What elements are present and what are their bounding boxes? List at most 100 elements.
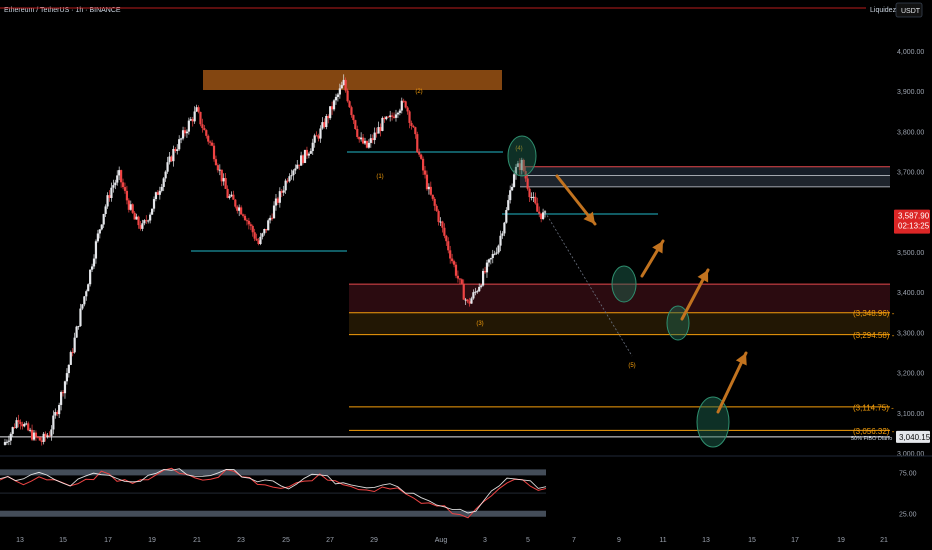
candle-body [77,326,80,328]
candle-body [156,192,159,195]
price-axis[interactable]: 4,000.003,900.003,800.003,700.003,600.00… [894,49,931,458]
level-badge [896,430,930,443]
candle-body [439,221,442,223]
zones-layer [203,70,890,335]
demand-zone-red [349,284,890,313]
candle-body [106,195,109,207]
time-tick-label: 17 [791,537,799,544]
candle-body [63,381,67,394]
candle-body [32,432,36,440]
wave-label: (3) [476,321,483,327]
candle-body [290,175,293,177]
candle-body [478,286,481,292]
currency-badge[interactable] [895,2,923,18]
candle-body [81,304,84,309]
supply-zone-inner [520,175,890,187]
candle-body [323,122,326,128]
candle-body [13,427,16,429]
candle-body [408,111,411,123]
candle-body [96,233,99,242]
candle-body [58,404,61,415]
time-axis[interactable]: 13 15 17 19 21 23 25 27 29 Aug 3 5 7 9 11 13 15 17 19 21 [16,537,888,544]
candle-body [52,415,55,430]
candle-body [38,437,41,441]
time-tick-label: 15 [748,537,756,544]
time-tick-label: 25 [282,537,290,544]
candle-body [331,106,334,110]
candle-body [532,196,535,198]
time-tick-label: 15 [59,537,67,544]
candle-body [371,138,374,141]
price-tick-label: 3,400.00 [897,290,924,297]
candle-body [209,141,212,143]
candle-body [530,196,533,198]
candle-body [474,291,477,293]
time-tick-label: 29 [370,537,378,544]
candle-body [464,299,467,301]
time-tick-label: 21 [880,537,888,544]
price-tick-label: 3,200.00 [897,371,924,378]
oscillator-tick-label: 25.00 [899,512,917,519]
candle-body [243,215,247,221]
candle-body [183,130,187,134]
candle-body [278,191,281,203]
candle-body [491,253,494,259]
price-tick-label: 3,300.00 [897,330,924,337]
candle-body [269,217,272,221]
candle-body [137,216,140,226]
candle-body [176,149,179,152]
candle-body [92,258,96,267]
candle-body [462,283,465,300]
candle-body [468,301,471,304]
candle-body [458,278,461,280]
candle-body [327,115,330,119]
fibo-label: 50% FIBO Diario [851,436,892,442]
candle-body [385,116,388,120]
candle-body [505,210,508,223]
candle-body [435,205,438,212]
time-tick-label: 13 [16,537,24,544]
candle-body [172,148,175,162]
candle-body [398,110,401,113]
candle-body [54,412,57,416]
price-tick-label: 4,000.00 [897,49,924,56]
candle-body [456,275,460,279]
candle-body [489,258,492,260]
candle-body [272,205,276,219]
candle-body [178,139,181,150]
candle-body [305,149,309,156]
candle-body [118,170,121,176]
candle-body [451,258,454,262]
candle-body [180,138,183,140]
candle-body [149,214,152,221]
candle-body [321,122,324,129]
candle-body [203,128,206,131]
candle-body [36,436,39,438]
candle-body [29,429,32,431]
candle-body [247,220,250,225]
candle-body [40,440,43,442]
candle-body [511,186,514,191]
candle-body [501,233,504,236]
candle-body [338,88,341,95]
candle-body [420,154,423,159]
candle-body [125,190,129,201]
candle-body [147,220,150,222]
time-tick-label: 13 [702,537,710,544]
candle-body [400,100,403,111]
candle-body [325,115,328,128]
price-tick-label: 3,800.00 [897,129,924,136]
candle-body [536,203,539,212]
candle-body [507,200,510,211]
candle-body [253,232,256,239]
candle-body [131,204,134,213]
candle-body [303,149,307,163]
candle-body [286,180,289,182]
candle-body [361,137,365,144]
liquidez-label: Liquidez [870,7,897,14]
candle-body [79,308,82,327]
candle-body [524,171,527,179]
candle-body [441,221,444,228]
